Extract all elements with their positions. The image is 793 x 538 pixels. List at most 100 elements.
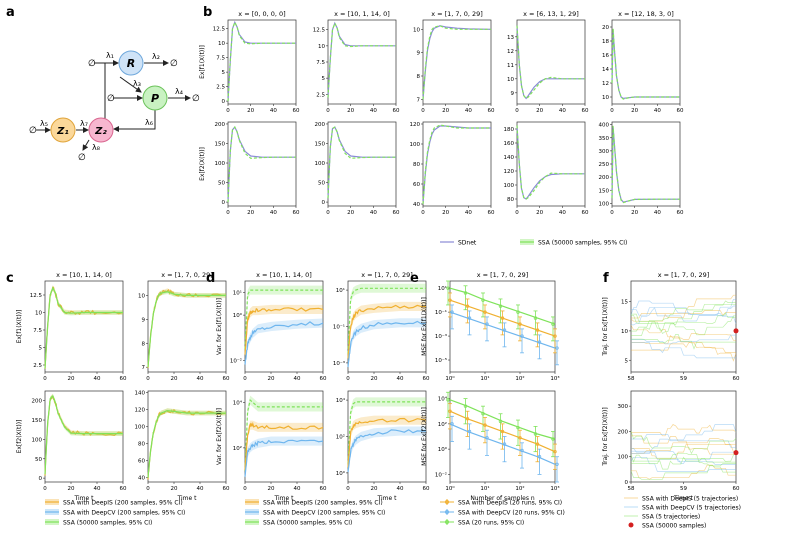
- trajectory-line: [630, 300, 737, 324]
- legend-e-deepis: SSA with DeepIS (20 runs, 95% CI): [440, 499, 562, 507]
- chart-b-6: 0 20 40 60 0 50 100 150 200: [315, 121, 400, 216]
- arrow-p-to-z2: [113, 110, 156, 132]
- series-line-ssa: [147, 409, 226, 478]
- chart-c-12: Ex[f2(X(t))] Time t 0 20 40 60 0 50 100 150 200: [16, 390, 127, 502]
- legend-swatch-marker: [445, 510, 449, 514]
- series-line-sdnet: [422, 25, 492, 100]
- legend-label: SSA with DeepIS (200 samples, 95% CI): [263, 500, 383, 507]
- x-tick-label: 60: [488, 108, 495, 114]
- chart-c-11: x = [1, 7, 0, 29] 0 20 40 60 7 8 9 10: [138, 271, 230, 382]
- legend-label: SSA (50000 samples, 95% CI): [263, 520, 352, 527]
- series-line-deepis: [347, 304, 427, 359]
- y-tick-label: 100: [135, 425, 146, 431]
- x-tick-label: 40: [465, 108, 472, 114]
- legend-label: SSA with DeepIS (200 samples, 95% CI): [63, 500, 183, 507]
- y-tick-label: 50: [35, 457, 42, 463]
- y-tick-label: 18: [602, 39, 609, 45]
- x-tick-label: 40: [654, 210, 661, 216]
- data-point: [465, 417, 470, 421]
- y-tick-label: 10¹: [438, 285, 447, 292]
- chart-title: x = [6, 13, 1, 29]: [523, 10, 579, 18]
- y-tick-label: 40: [413, 202, 420, 208]
- data-point: [448, 409, 452, 413]
- y-tick-label: 80: [413, 162, 420, 168]
- chart-title: x = [0, 0, 0, 0]: [238, 10, 285, 18]
- x-tick-label: 60: [677, 210, 684, 216]
- empty-set-6: ∅: [78, 153, 86, 163]
- plot-frame: [422, 19, 492, 105]
- y-tick-label: 7: [417, 97, 421, 103]
- data-point: [481, 298, 485, 302]
- series-line-deepis: [147, 408, 227, 480]
- y-tick-label: 150: [599, 188, 610, 194]
- y-tick-label: 10²: [336, 434, 345, 441]
- y-tick-label: 350: [599, 136, 610, 142]
- chart-title: x = [10, 1, 14, 0]: [334, 10, 390, 18]
- x-tick-label: 40: [197, 376, 204, 382]
- series-ci-band: [348, 415, 426, 472]
- y-axis-label: MSE for Ex[f2(X(t))]: [421, 407, 428, 466]
- series-line-ssa: [516, 125, 585, 200]
- y-tick-label: 10: [507, 77, 514, 83]
- series-line-ssa: [449, 287, 556, 325]
- y-tick-label: 9: [142, 317, 146, 323]
- legend-c-deepis: SSA with DeepIS (200 samples, 95% CI): [45, 499, 183, 507]
- y-tick-label: 10⁴: [336, 397, 346, 404]
- x-tick-label: 20: [536, 210, 543, 216]
- x-tick-label: 40: [370, 210, 377, 216]
- data-point: [481, 412, 485, 416]
- series-line-ssa: [227, 126, 296, 203]
- y-tick-label: 10⁻¹: [435, 309, 447, 316]
- y-tick-label: 10: [602, 95, 609, 101]
- legend-label: SSA with DeepCV (5 trajectories): [642, 505, 741, 512]
- x-tick-label: 58: [628, 376, 635, 382]
- legend-label: SSA with DeepCV (200 samples, 95% CI): [263, 510, 385, 517]
- x-tick-label: 20: [247, 210, 254, 216]
- x-tick-label: 20: [347, 108, 354, 114]
- y-tick-label: 10⁻³: [435, 333, 447, 340]
- x-tick-label: 60: [423, 486, 430, 492]
- x-tick-label: 40: [270, 210, 277, 216]
- y-tick-label: 10⁻¹: [333, 324, 345, 331]
- chart-title: x = [1, 7, 0, 29]: [477, 271, 529, 279]
- x-tick-label: 10¹: [480, 375, 489, 382]
- data-point: [502, 328, 507, 332]
- x-tick-label: 20: [347, 210, 354, 216]
- y-tick-label: 120: [410, 122, 421, 128]
- y-tick-label: 140: [504, 155, 515, 161]
- legend-d-deepis: SSA with DeepIS (200 samples, 95% CI): [245, 499, 383, 507]
- y-tick-label: 10⁻²: [435, 471, 447, 478]
- y-tick-label: 12: [602, 81, 609, 87]
- trajectory-line: [631, 333, 736, 345]
- chart-f-21: Traj. for Ex[f2(X(t))] Time t 58 59 60 0 100 20…: [602, 390, 740, 502]
- empty-set-3: ∅: [107, 94, 115, 104]
- y-tick-label: 5: [222, 70, 226, 76]
- y-tick-label: 10⁰: [438, 446, 448, 453]
- trajectory-line: [631, 443, 736, 460]
- chart-d-14: x = [10, 1, 14, 0] Var. for Ex[f1(X(t))] 0…: [216, 271, 327, 382]
- legend-swatch-marker: [445, 520, 449, 524]
- y-tick-label: 10¹: [233, 289, 242, 296]
- series-line-deepis: [347, 417, 427, 468]
- y-tick-label: 10⁰: [233, 312, 243, 319]
- x-tick-label: 40: [94, 376, 101, 382]
- trajectory-line: [631, 305, 736, 326]
- series-line-deepcv: [449, 311, 556, 349]
- y-tick-label: 20: [602, 25, 609, 31]
- y-tick-label: 10⁻²: [230, 358, 242, 365]
- x-tick-label: 20: [68, 486, 75, 492]
- node-z1: Z₁: [50, 117, 76, 143]
- plot-frame: [44, 280, 124, 373]
- trajectory-line: [631, 298, 736, 316]
- legend-f-deepis: SSA with DeepIS (5 trajectories): [624, 496, 738, 503]
- plot-frame: [327, 121, 397, 207]
- y-tick-label: 100: [410, 142, 421, 148]
- x-tick-label: 60: [393, 108, 400, 114]
- legend-label: SSA with DeepCV (200 samples, 95% CI): [63, 510, 185, 517]
- chart-b-8: 0 20 40 60 80 100 120 140 160 180: [504, 121, 589, 216]
- x-tick-label: 0: [326, 108, 330, 114]
- y-tick-label: 16: [602, 53, 609, 59]
- series-line-ssa: [422, 124, 491, 205]
- x-tick-label: 59: [680, 376, 687, 382]
